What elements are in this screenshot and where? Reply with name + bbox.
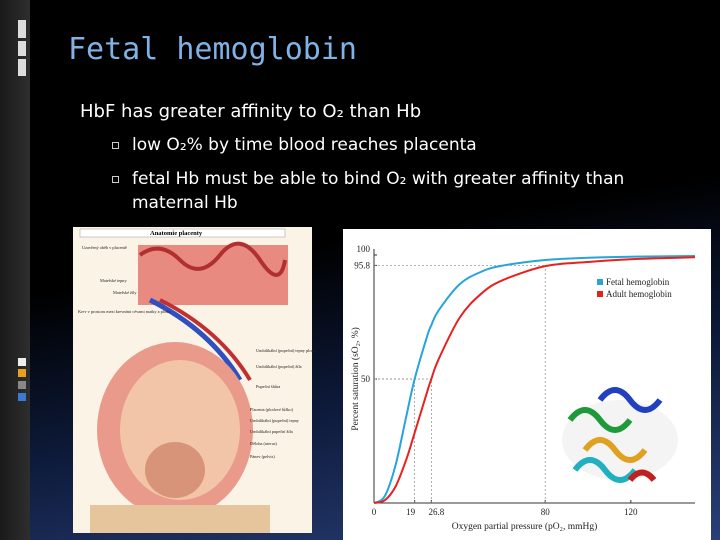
helix — [582, 437, 648, 463]
illustration-label: Umbilikální pupeční žíla — [250, 429, 293, 434]
bullet-marker — [112, 176, 119, 183]
illustration-label: Pánev (pelvis) — [250, 454, 275, 459]
side-stripe — [0, 0, 30, 540]
illustration-label: Pupeční šňůra — [256, 384, 280, 389]
pelvis — [90, 505, 270, 533]
illustration-label: Děloha (uterus) — [250, 441, 277, 446]
x-tick-label: 120 — [624, 507, 638, 517]
illustration-label: Umbilikální (pupeční) tepny — [250, 418, 300, 423]
legend-swatch — [597, 291, 603, 297]
curve — [373, 254, 696, 504]
x-tick-label: 0 — [372, 507, 377, 517]
bullet: HbF has greater affinity to O₂ than Hb — [80, 101, 422, 122]
y-tick-label: 100 — [357, 244, 371, 254]
illustration: Anatomie placenty Uzavřený oběh v placen… — [73, 227, 317, 533]
cord — [148, 297, 243, 382]
decor — [18, 20, 26, 38]
slide-title: Fetal hemoglobin — [68, 32, 357, 67]
x-tick-label: 80 — [541, 507, 551, 517]
helix — [627, 469, 657, 482]
illustration-title: Anatomie placenty — [150, 230, 203, 237]
x-tick-label: 26.8 — [428, 507, 444, 517]
x-tick-label: 19 — [406, 507, 416, 517]
helix — [567, 407, 633, 433]
legend-label: Adult hemoglobin — [606, 289, 672, 299]
side-decor — [18, 20, 26, 401]
chart-panel — [343, 229, 711, 540]
illustration-label: Umbilikální (pupeční) žíla — [256, 364, 302, 369]
illustration-label: Mateřské žíly — [113, 290, 137, 295]
illustration-label: Uzavřený oběh v placentě — [82, 245, 127, 250]
bullet-marker — [112, 142, 119, 149]
placenta-tissue — [138, 245, 288, 305]
illustration-label: Mateřské tepny — [100, 278, 127, 283]
illustration-label: Krev v prostoru mezi krevními cévami mat… — [78, 309, 171, 314]
chart: 0 19 26.8 80 120 50 95.8 100 Oxygen partial pres… — [343, 229, 711, 540]
helix — [572, 457, 638, 483]
decor — [18, 59, 26, 76]
legend-swatch — [597, 279, 603, 285]
protein-structure — [562, 387, 678, 483]
decor — [18, 381, 26, 389]
illustration-label: Umbilikální (pupeční) tepny plodu — [256, 348, 317, 353]
decor — [18, 41, 26, 56]
y-axis-label: Percent saturation (sO₂, %) — [350, 327, 361, 431]
vessels — [138, 241, 287, 277]
illustration-label: Placenta (plodové lůžko) — [250, 407, 294, 412]
sub-bullet: low O₂% by time blood reaches placenta — [132, 135, 477, 155]
y-tick-label: 50 — [361, 374, 371, 384]
y-tick-label: 95.8 — [354, 260, 370, 270]
decor — [18, 358, 26, 366]
legend-label: Fetal hemoglobin — [606, 277, 670, 287]
decor — [18, 393, 26, 401]
decor — [18, 369, 26, 377]
curve — [373, 256, 696, 504]
x-axis-label: Oxygen partial pressure (pO₂, mmHg) — [452, 521, 598, 532]
illustration-title-box — [79, 228, 286, 238]
sub-bullet: fetal Hb must be able to bind O₂ with gr… — [132, 169, 625, 213]
fetus-head — [145, 442, 205, 498]
cord — [159, 298, 252, 382]
helix — [597, 387, 663, 413]
